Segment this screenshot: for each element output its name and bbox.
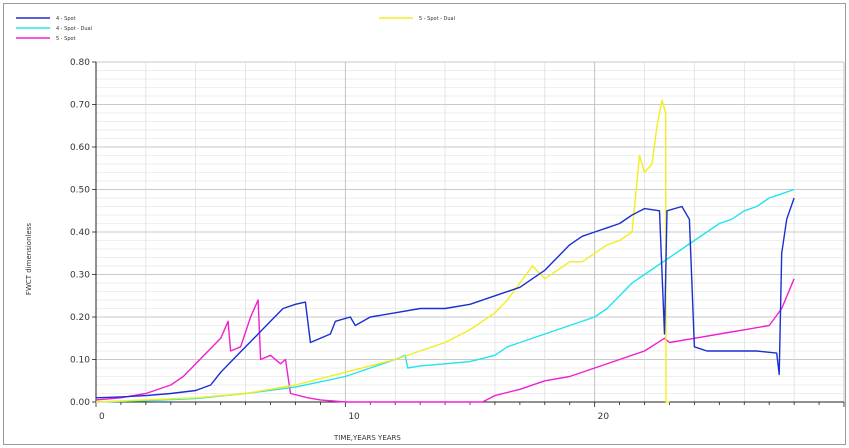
x-axis-label: TIME,YEARS YEARS xyxy=(333,434,401,442)
y-tick-label: 0.80 xyxy=(70,58,90,68)
series-line-4-spot-dual xyxy=(95,188,795,403)
grid-lines xyxy=(95,61,845,403)
x-tick-label: 20 xyxy=(598,412,610,422)
y-axis-label: FWCT dimensionless xyxy=(25,223,33,295)
y-tick-label: 0.60 xyxy=(70,143,90,153)
tick-labels: 0.00 0.10 0.20 0.30 0.40 0.50 0.60 0.70 0.80 0 10 2… xyxy=(70,58,610,422)
legend-label: 4 - Spot xyxy=(56,16,76,22)
y-tick-label: 0.30 xyxy=(70,271,90,281)
legend-label: 5 - Spot xyxy=(56,36,76,42)
y-tick-label: 0.00 xyxy=(70,398,90,408)
series-line-5-spot xyxy=(95,278,795,403)
legend: 4 - Spot 4 - Spot - Dual 5 - Spot 5 - Spot … xyxy=(16,16,455,42)
y-tick-label: 0.10 xyxy=(70,356,90,366)
y-tick-label: 0.40 xyxy=(70,228,90,238)
chart-frame: 0.00 0.10 0.20 0.30 0.40 0.50 0.60 0.70 0.80 0 10 2… xyxy=(3,3,846,445)
series-lines xyxy=(95,99,795,403)
legend-label: 4 - Spot - Dual xyxy=(56,26,92,32)
series-line-5-spot-dual xyxy=(95,99,670,403)
x-tick-label: 10 xyxy=(348,412,360,422)
axes xyxy=(95,62,845,407)
series-line-4-spot xyxy=(95,197,795,399)
y-tick-label: 0.20 xyxy=(70,313,90,323)
x-tick-label: 0 xyxy=(99,412,105,422)
y-tick-label: 0.70 xyxy=(70,101,90,111)
fwct-line-chart: 0.00 0.10 0.20 0.30 0.40 0.50 0.60 0.70 0.80 0 10 2… xyxy=(16,16,845,442)
legend-label: 5 - Spot - Dual xyxy=(419,16,455,22)
y-tick-label: 0.50 xyxy=(70,186,90,196)
